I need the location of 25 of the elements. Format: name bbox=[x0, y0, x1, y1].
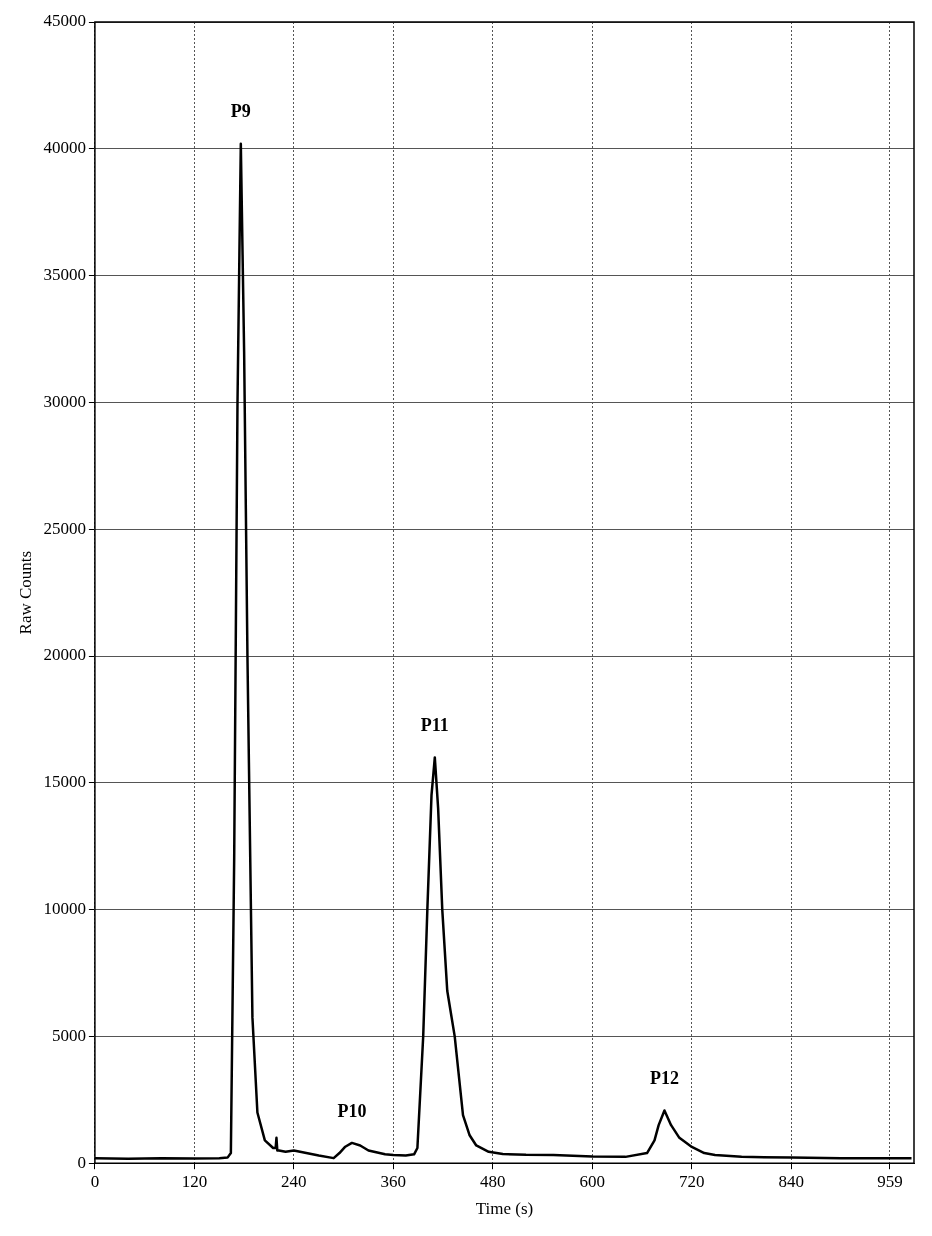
annotation: P12 bbox=[649, 1068, 679, 1089]
x-tick-label: 720 bbox=[679, 1171, 705, 1191]
y-tick-label: 20000 bbox=[43, 645, 86, 665]
y-tick-label: 5000 bbox=[51, 1025, 86, 1045]
x-tick-label: 360 bbox=[380, 1171, 407, 1191]
y-tick-label: 25000 bbox=[43, 518, 86, 538]
y-tick-label: 30000 bbox=[43, 391, 86, 411]
y-tick-label: 0 bbox=[77, 1152, 86, 1172]
y-tick-label: 35000 bbox=[43, 265, 86, 285]
y-tick-label: 10000 bbox=[43, 899, 86, 919]
annotation: P11 bbox=[420, 715, 449, 736]
x-tick-label: 0 bbox=[90, 1171, 100, 1191]
annotation: P9 bbox=[230, 101, 251, 122]
x-tick-label: 480 bbox=[480, 1171, 506, 1191]
y-tick-label: 15000 bbox=[43, 772, 86, 792]
y-tick-label: 45000 bbox=[43, 11, 86, 31]
x-tick-label: 840 bbox=[778, 1171, 805, 1191]
x-tick-label: 600 bbox=[579, 1171, 606, 1191]
annotation: P10 bbox=[337, 1100, 367, 1121]
x-tick-label: 120 bbox=[181, 1171, 208, 1191]
x-tick-label: 240 bbox=[281, 1171, 307, 1191]
y-tick-label: 40000 bbox=[43, 138, 86, 158]
y-axis-title: Raw Counts bbox=[15, 550, 35, 635]
x-tick-label: 959 bbox=[877, 1171, 903, 1191]
x-axis-title: Time (s) bbox=[475, 1199, 534, 1219]
